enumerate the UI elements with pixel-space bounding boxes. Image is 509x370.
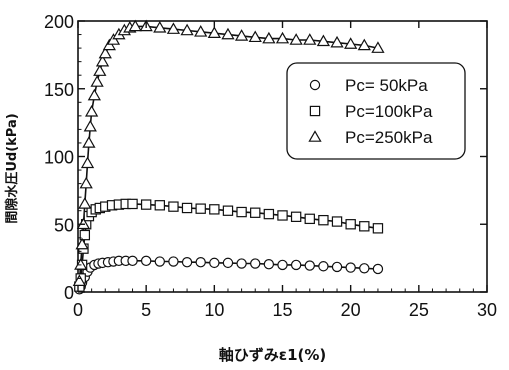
data-point [74, 258, 88, 270]
data-point [277, 210, 288, 221]
data-point [83, 119, 97, 132]
data-point [357, 38, 371, 51]
data-point [207, 26, 221, 38]
data-point [304, 213, 315, 225]
data-point [221, 27, 235, 40]
x-tick-label: 10 [204, 300, 224, 320]
data-point [128, 19, 142, 32]
y-tick-label: 200 [44, 12, 74, 32]
legend-label: Pc=100kPa [345, 102, 433, 121]
data-point [359, 263, 370, 274]
data-point [222, 205, 234, 216]
axis-layer: 0 5 10 15 20 25 30 0 50 100 150 200 [44, 12, 497, 320]
data-point [331, 216, 343, 227]
data-point [93, 64, 107, 76]
data-point [209, 204, 220, 215]
data-point [318, 261, 329, 272]
data-point [153, 20, 167, 33]
x-tick-label: 0 [73, 300, 83, 320]
legend-marker [308, 130, 322, 142]
data-point [168, 201, 179, 212]
y-tick-label: 50 [54, 215, 74, 235]
x-tick-label: 20 [341, 300, 361, 320]
x-tick-label: 25 [409, 300, 429, 320]
data-point [222, 257, 234, 269]
x-axis-label: 軸ひずみε1(%) [219, 346, 327, 364]
data-point [98, 46, 112, 59]
data-point [275, 31, 290, 44]
data-point [87, 88, 101, 101]
data-point [316, 34, 331, 47]
data-point [166, 22, 181, 34]
data-point [289, 33, 303, 45]
data-point [80, 156, 95, 169]
data-point [90, 75, 104, 87]
y-tick-label: 150 [44, 80, 74, 100]
legend: Pc= 50kPa Pc=100kPa Pc=250kPa [286, 62, 466, 160]
data-point [154, 256, 165, 267]
data-point [168, 256, 179, 267]
data-point [318, 214, 329, 226]
y-tick-label: 100 [44, 148, 74, 168]
x-tick-label: 30 [477, 300, 497, 320]
data-point [140, 255, 152, 267]
data-point [79, 229, 91, 241]
data-point [234, 29, 249, 41]
data-point [372, 223, 384, 234]
data-point [359, 221, 370, 232]
data-point [248, 30, 262, 43]
data-point [331, 261, 343, 273]
y-axis-label: 間隙水圧Ud(kPa) [4, 113, 20, 223]
data-point [127, 198, 138, 210]
data-point [154, 200, 165, 211]
x-tick-label: 5 [141, 300, 151, 320]
data-point [262, 31, 276, 44]
series-circle [74, 255, 384, 295]
data-point [290, 259, 302, 271]
data-point [84, 104, 99, 117]
data-point [250, 258, 261, 269]
legend-box [286, 62, 466, 160]
data-point [344, 37, 358, 49]
y-tick-label: 0 [64, 283, 74, 303]
data-point [76, 217, 91, 230]
data-point [194, 25, 208, 37]
legend-label: Pc=250kPa [345, 128, 433, 147]
data-point [263, 259, 275, 270]
data-point [95, 54, 110, 67]
data-point [82, 136, 96, 148]
data-point [75, 237, 89, 250]
data-point [195, 256, 206, 268]
legend-marker [309, 79, 321, 91]
data-point [180, 23, 194, 36]
series-line-square [77, 203, 379, 293]
data-point [277, 259, 288, 271]
data-point [209, 257, 220, 269]
series-square [74, 198, 384, 292]
x-tick-label: 15 [272, 300, 292, 320]
data-point [345, 219, 356, 230]
data-point [195, 203, 206, 214]
data-point [371, 41, 385, 53]
data-point [140, 199, 152, 210]
legend-marker [309, 105, 321, 117]
data-point [345, 262, 356, 273]
data-point [181, 256, 193, 268]
data-point [372, 263, 384, 275]
data-point [236, 206, 247, 218]
data-point [72, 274, 86, 286]
data-point [181, 202, 193, 214]
data-point [303, 33, 317, 45]
legend-label: Pc= 50kPa [345, 76, 428, 95]
data-point [236, 258, 247, 269]
data-point [330, 35, 344, 48]
data-point [250, 207, 261, 218]
data-point [304, 260, 315, 271]
data-point [78, 197, 92, 209]
data-point [263, 208, 275, 220]
data-point [79, 176, 93, 189]
data-point [290, 211, 302, 222]
data-point [127, 255, 138, 267]
